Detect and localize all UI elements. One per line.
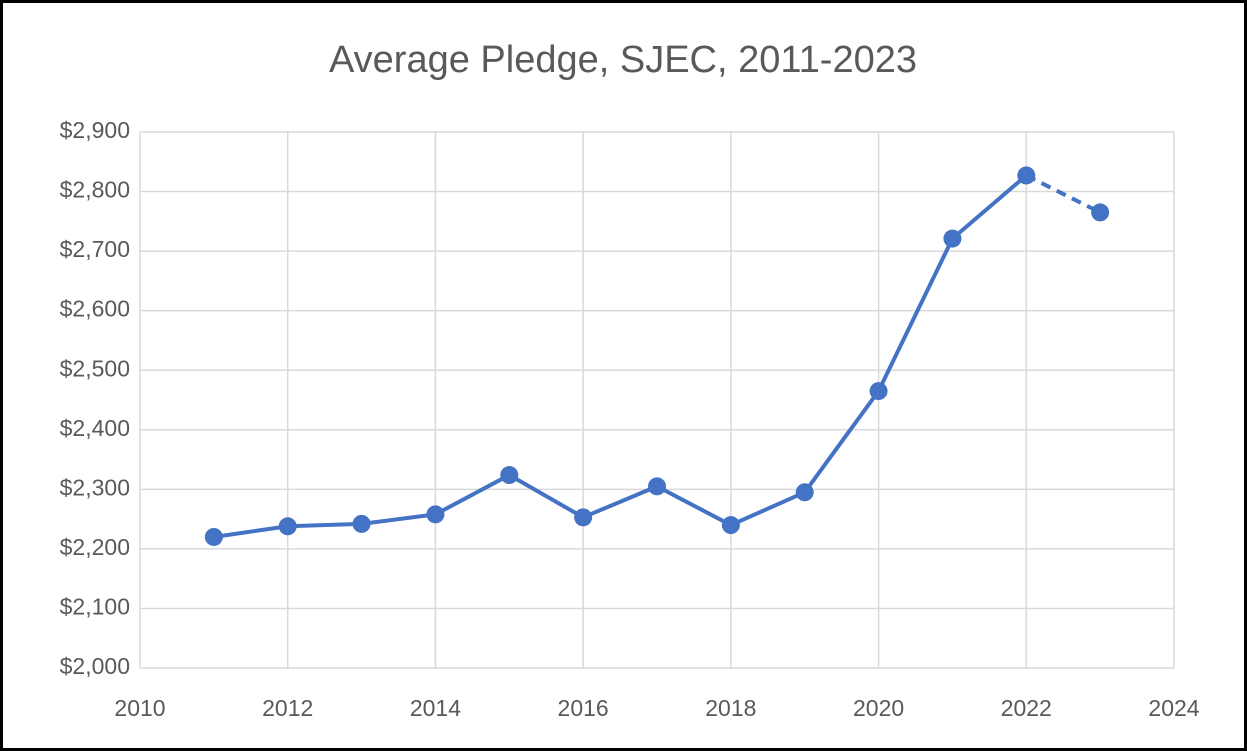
y-tick-label: $2,100 bbox=[60, 594, 130, 620]
point bbox=[943, 229, 962, 248]
point bbox=[278, 517, 297, 536]
y-tick-label: $2,400 bbox=[60, 415, 130, 441]
point bbox=[1017, 166, 1036, 185]
x-tick-label: 2014 bbox=[410, 695, 461, 721]
x-tick-label: 2024 bbox=[1148, 695, 1199, 721]
point bbox=[721, 516, 740, 535]
x-tick-label: 2018 bbox=[705, 695, 756, 721]
y-tick-label: $2,600 bbox=[60, 296, 130, 322]
point bbox=[869, 382, 888, 401]
y-tick-label: $2,200 bbox=[60, 534, 130, 560]
x-tick-label: 2012 bbox=[262, 695, 313, 721]
line bbox=[213, 173, 1028, 539]
point bbox=[426, 505, 445, 524]
x-tick-label: 2016 bbox=[558, 695, 609, 721]
point bbox=[648, 477, 666, 496]
point bbox=[204, 527, 223, 546]
chart-title: Average Pledge, SJEC, 2011-2023 bbox=[329, 39, 917, 81]
x-tick-label: 2022 bbox=[1001, 695, 1052, 721]
x-tick-label: 2020 bbox=[853, 695, 904, 721]
y-tick-label: $2,700 bbox=[60, 236, 130, 262]
point bbox=[500, 466, 519, 485]
dashed-line bbox=[1025, 173, 1102, 215]
point bbox=[795, 483, 814, 502]
y-tick-label: $2,900 bbox=[60, 117, 130, 143]
point bbox=[352, 514, 371, 533]
point bbox=[574, 508, 593, 527]
point bbox=[1091, 203, 1110, 222]
y-tick-label: $2,500 bbox=[60, 355, 130, 381]
x-tick-label: 2010 bbox=[114, 695, 165, 721]
y-tick-label: $2,300 bbox=[60, 474, 130, 500]
y-tick-label: $2,000 bbox=[60, 653, 130, 679]
y-tick-label: $2,800 bbox=[60, 177, 130, 203]
